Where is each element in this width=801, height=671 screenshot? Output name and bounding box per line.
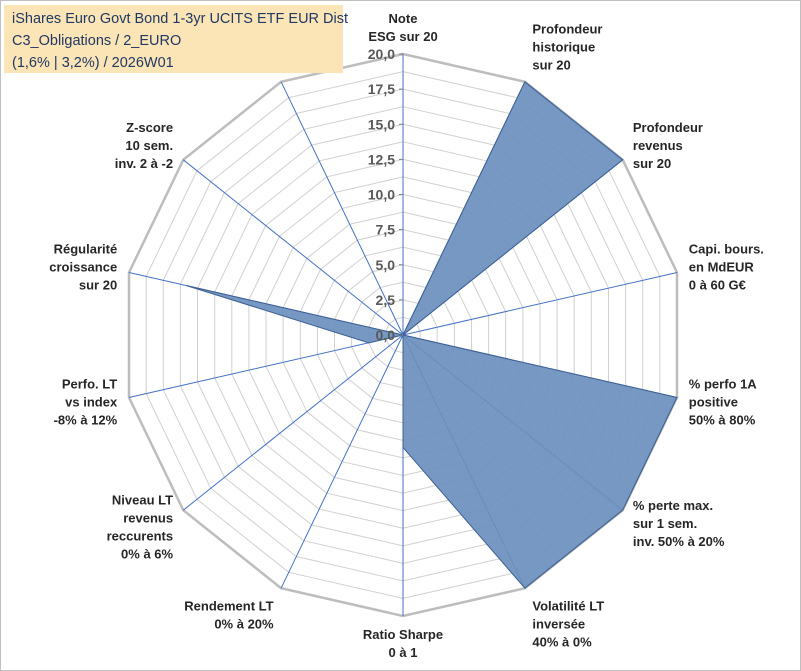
tick-label: 5,0 (376, 257, 396, 273)
axis-label: % perte max. sur 1 sem. inv. 50% à 20% (633, 498, 725, 549)
axis-label-line: reccurents (107, 528, 173, 543)
axis-label: Ratio Sharpe 0 à 1 (363, 627, 443, 660)
axis-label-line: vs index (65, 395, 118, 410)
axis-label-line: 0% à 6% (121, 546, 173, 561)
axis-label-line: Note (389, 11, 418, 26)
axis-label: Profondeur historique sur 20 (532, 21, 602, 72)
title-line-2: C3_Obligations / 2_EURO (12, 33, 182, 49)
axis-label-line: -8% à 12% (54, 413, 118, 428)
axis-label-line: 10 sem. (125, 138, 173, 153)
axis-label-line: Capi. bours. (689, 242, 764, 257)
axis-label-line: Profondeur (532, 21, 602, 36)
title-line-1: iShares Euro Govt Bond 1-3yr UCITS ETF E… (12, 11, 349, 27)
radar-spoke (280, 334, 404, 589)
axis-label-line: inv. 2 à -2 (115, 156, 173, 171)
axis-label-line: ESG sur 20 (368, 29, 437, 44)
tick-label: 12,5 (368, 151, 395, 167)
axis-label: Niveau LT revenus reccurents 0% à 6% (107, 492, 174, 561)
axis-label: % perfo 1A positive 50% à 80% (689, 377, 758, 428)
radar-spoke (402, 272, 678, 336)
axis-label-line: historique (532, 39, 595, 54)
axis-label: Régularité croissance sur 20 (49, 242, 117, 293)
series-area (186, 81, 678, 589)
tick-label: 0,0 (376, 327, 396, 343)
tick-label: 10,0 (368, 187, 395, 203)
axis-label-line: Rendement LT (184, 599, 273, 614)
axis-label-line: Régularité (54, 242, 118, 257)
radar-tick-labels: 0,0 2,5 5,0 7,5 10,0 12,5 15,0 17,5 20,0 (368, 46, 403, 343)
axis-label-line: 0 à 1 (389, 645, 418, 660)
axis-label-line: sur 20 (633, 156, 671, 171)
radar-spoke (182, 334, 404, 511)
tick-label: 7,5 (376, 222, 396, 238)
axis-label-line: % perfo 1A (689, 377, 758, 392)
radar-spoke (182, 159, 404, 336)
axis-label-line: Profondeur (633, 120, 703, 135)
axis-label-line: 40% à 0% (532, 635, 592, 650)
axis-label: Note ESG sur 20 (368, 11, 437, 44)
axis-label-line: Ratio Sharpe (363, 627, 443, 642)
axis-label: Capi. bours. en MdEUR 0 à 60 G€ (689, 242, 764, 293)
axis-label-line: % perte max. (633, 498, 713, 513)
axis-label-line: 0 à 60 G€ (689, 278, 746, 293)
axis-label-line: inversée (532, 617, 585, 632)
axis-label: Z-score 10 sem. inv. 2 à -2 (115, 120, 173, 171)
axis-label: Profondeur revenus sur 20 (633, 120, 703, 171)
tick-label: 15,0 (368, 116, 395, 132)
axis-label-line: positive (689, 395, 738, 410)
axis-label-line: Niveau LT (112, 492, 173, 507)
axis-label-line: Z-score (126, 120, 173, 135)
tick-label: 17,5 (368, 81, 395, 97)
axis-label-line: inv. 50% à 20% (633, 534, 725, 549)
tick-label: 2,5 (376, 292, 396, 308)
axis-label-line: en MdEUR (689, 260, 755, 275)
axis-label-line: sur 1 sem. (633, 516, 697, 531)
axis-label-line: croissance (49, 260, 117, 275)
tick-label: 20,0 (368, 46, 395, 62)
radar-spoke (280, 81, 404, 336)
radar-spoke (128, 334, 404, 398)
axis-label-line: sur 20 (79, 278, 117, 293)
axis-label-line: 0% à 20% (214, 617, 274, 632)
axis-label-line: Volatilité LT (532, 599, 604, 614)
axis-label: Rendement LT 0% à 20% (184, 599, 274, 632)
axis-label-line: Perfo. LT (62, 377, 117, 392)
chart-title-box: iShares Euro Govt Bond 1-3yr UCITS ETF E… (4, 5, 348, 73)
title-line-3: (1,6% | 3,2%) / 2026W01 (12, 55, 174, 71)
axis-label-line: sur 20 (532, 57, 570, 72)
axis-label-line: revenus (633, 138, 683, 153)
axis-label: Volatilité LT inversée 40% à 0% (532, 599, 604, 650)
axis-label: Perfo. LT vs index -8% à 12% (54, 377, 118, 428)
axis-label-line: 50% à 80% (689, 413, 756, 428)
radar-series (186, 81, 678, 589)
axis-label-line: revenus (123, 510, 173, 525)
